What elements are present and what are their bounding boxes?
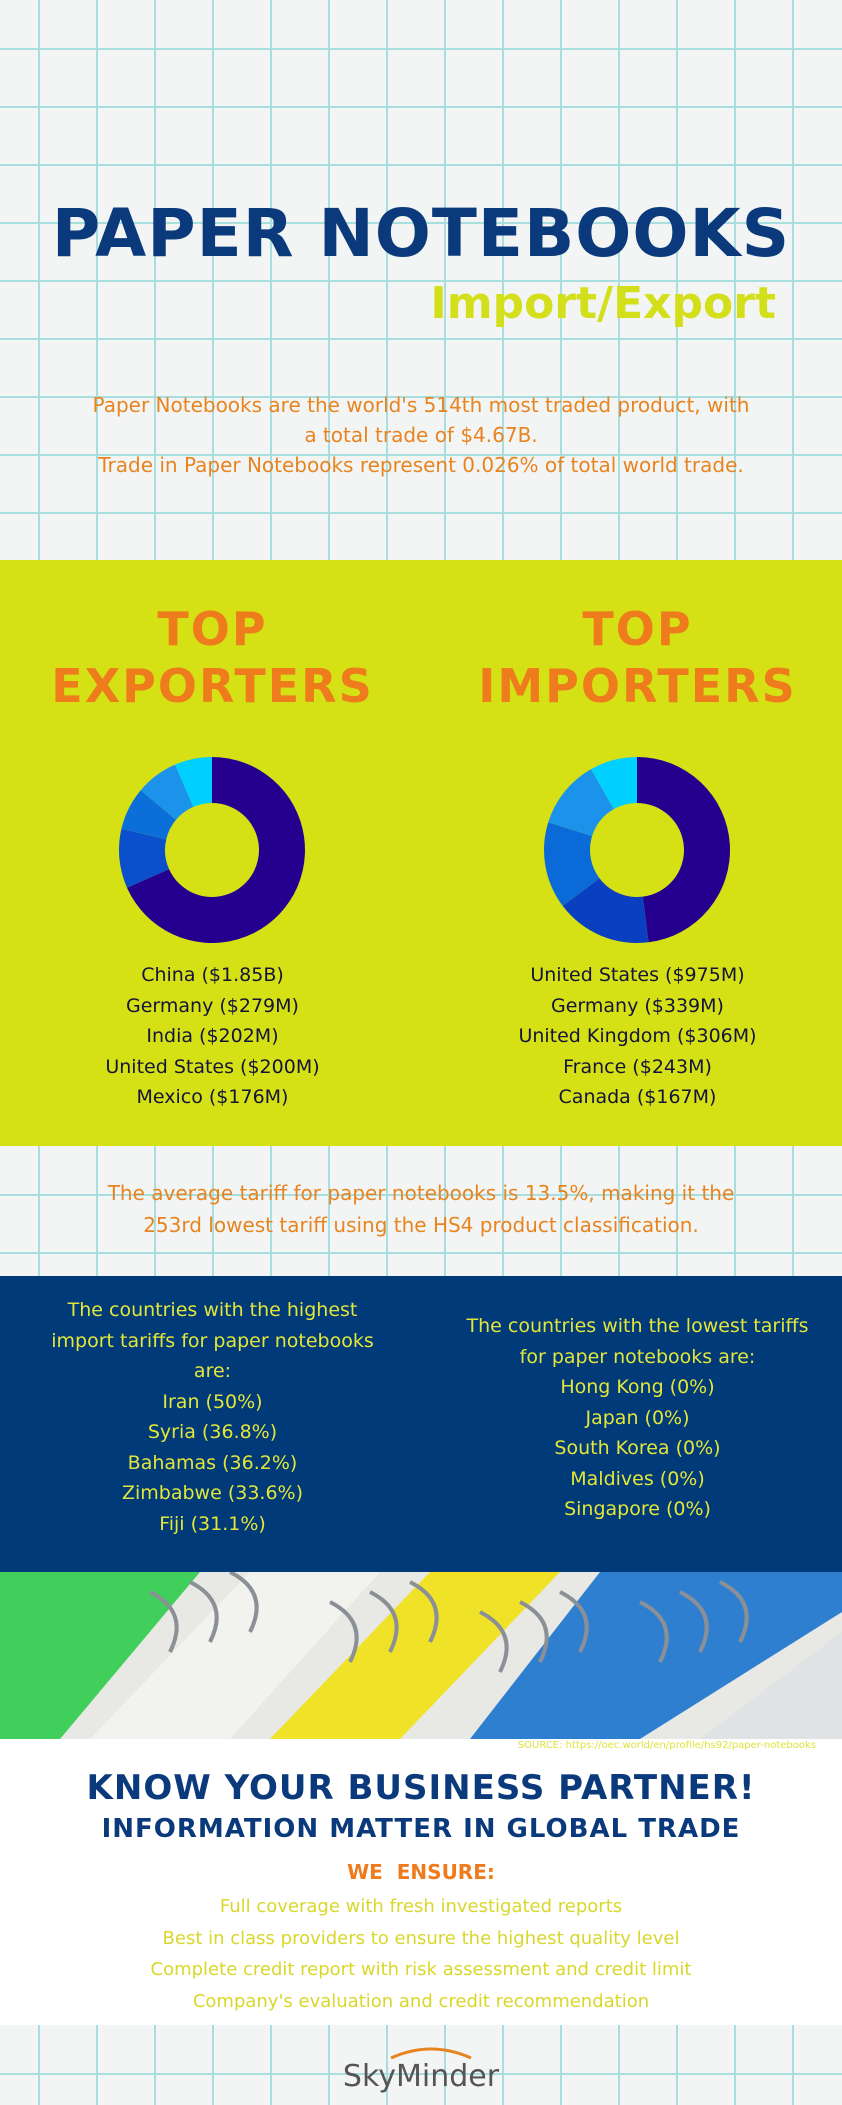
legend-item: United States ($975M) — [530, 964, 745, 986]
chart-heading: EXPORTERS — [51, 659, 374, 713]
grid-background — [0, 2025, 842, 2105]
notebook-photo — [0, 1572, 842, 1739]
tariff-item: Fiji (31.1%) — [159, 1512, 266, 1535]
chart-heading: TOP — [582, 602, 693, 656]
tariff-item: Syria (36.8%) — [147, 1421, 278, 1443]
tariff-item: Singapore (0%) — [564, 1498, 711, 1520]
tariff-item: Maldives (0%) — [570, 1467, 705, 1490]
donut-slice — [562, 878, 649, 943]
logo-arc — [390, 2047, 472, 2060]
intro-text: Trade in Paper Notebooks represent 0.026… — [98, 453, 744, 477]
legend-item: Germany ($279M) — [126, 994, 299, 1017]
donut-slice — [175, 757, 212, 807]
donut-chart — [544, 757, 730, 943]
tariff-intro: import tariffs for paper notebooks — [51, 1329, 374, 1352]
tariff-text: 253rd lowest tariff using the HS4 produc… — [143, 1213, 699, 1237]
donut-chart — [119, 757, 305, 943]
chart-heading: IMPORTERS — [478, 659, 797, 713]
tariff-section — [0, 1276, 842, 1572]
intro-text: a total trade of $4.67B. — [304, 423, 538, 447]
ensure-item: Complete credit report with risk assessm… — [150, 1959, 692, 1981]
legend-item: China ($1.85B) — [141, 964, 284, 986]
ensure-item: Full coverage with fresh investigated re… — [219, 1896, 623, 1917]
logo: SkyMinder — [343, 2047, 500, 2094]
donut-slice — [591, 757, 637, 810]
ensure-title: WE ENSURE: — [347, 1860, 495, 1884]
intro-text: Paper Notebooks are the world's 514th mo… — [92, 393, 750, 417]
tariff-intro: are: — [193, 1360, 232, 1382]
legend-item: India ($202M) — [146, 1025, 279, 1047]
tariff-item: Bahamas (36.2%) — [127, 1451, 298, 1474]
headline: KNOW YOUR BUSINESS PARTNER! — [86, 1768, 756, 1808]
grid-background — [0, 0, 842, 560]
legend-item: United Kingdom ($306M) — [518, 1025, 757, 1047]
tariff-item: Iran (50%) — [162, 1390, 263, 1413]
subheadline: INFORMATION MATTER IN GLOBAL TRADE — [101, 1814, 741, 1844]
tariff-item: Zimbabwe (33.6%) — [121, 1482, 304, 1504]
grid-background — [0, 1146, 842, 1276]
legend-item: Canada ($167M) — [558, 1086, 717, 1108]
logo-text: SkyMinder — [343, 2059, 500, 2094]
tariff-item: Japan (0%) — [585, 1406, 690, 1429]
donut-slice — [544, 822, 600, 906]
tariff-intro: The countries with the highest — [67, 1299, 358, 1321]
donut-slice — [548, 769, 614, 837]
tariff-item: South Korea (0%) — [554, 1437, 721, 1459]
donut-slice — [637, 757, 730, 943]
ensure-item: Best in class providers to ensure the hi… — [162, 1927, 680, 1949]
legend-item: Germany ($339M) — [551, 994, 724, 1017]
tariff-item: Hong Kong (0%) — [560, 1376, 715, 1398]
legend-item: France ($243M) — [563, 1055, 712, 1078]
donut-slice — [140, 764, 194, 820]
legend-item: United States ($200M) — [105, 1055, 320, 1078]
subtitle: Import/Export — [430, 278, 776, 329]
donut-slice — [119, 828, 170, 888]
chart-heading: TOP — [157, 602, 268, 656]
source: SOURCE: https://oec.world/en/profile/hs9… — [517, 1740, 816, 1751]
tariff-text: The average tariff for paper notebooks i… — [107, 1181, 735, 1205]
tariff-intro: The countries with the lowest tariffs — [466, 1315, 809, 1337]
donut-slice — [121, 790, 176, 840]
donut-slice — [127, 757, 305, 943]
tariff-intro: for paper notebooks are: — [519, 1345, 756, 1368]
title: PAPER NOTEBOOKS — [51, 195, 791, 272]
ensure-item: Company's evaluation and credit recommen… — [192, 1991, 650, 2013]
legend-item: Mexico ($176M) — [136, 1086, 289, 1108]
